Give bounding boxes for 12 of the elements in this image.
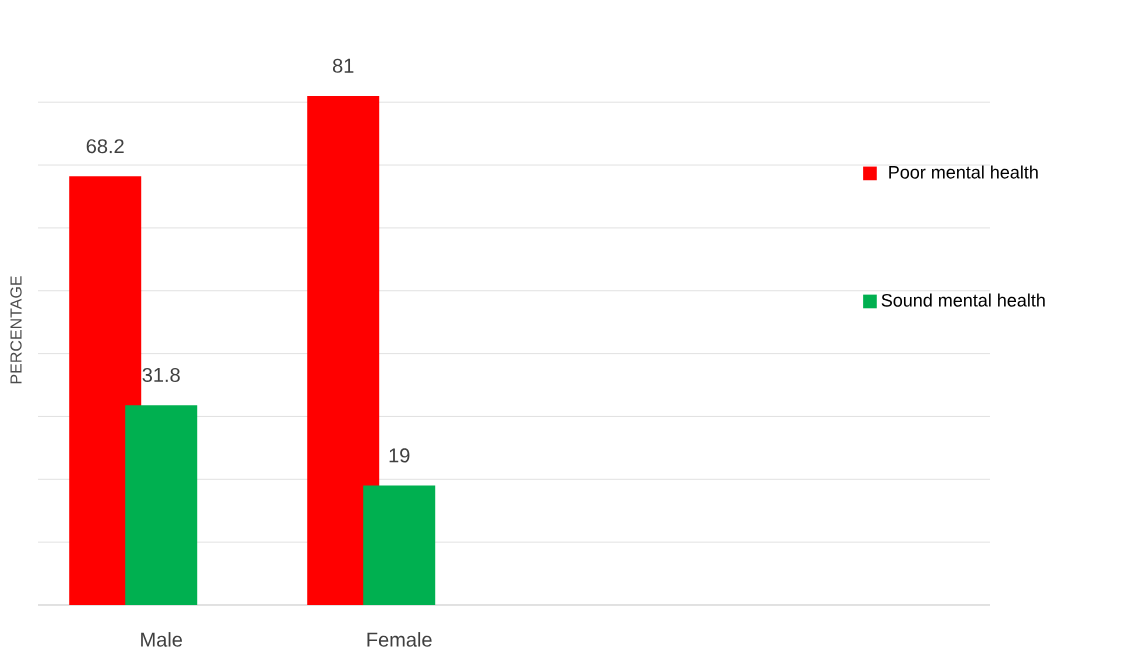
- bar: [363, 485, 436, 605]
- x-tick-label: Female: [367, 632, 432, 647]
- legend-label: Sound mental health: [881, 293, 1045, 307]
- data-label: 31.8: [142, 367, 180, 383]
- data-label: 68.2: [86, 139, 124, 154]
- y-axis-title: PERCENTAGE: [10, 276, 22, 384]
- bar: [125, 405, 198, 605]
- bar: [307, 95, 380, 605]
- data-label: 19: [389, 448, 410, 463]
- data-label: 81: [332, 58, 354, 73]
- legend-label: Poor mental health: [889, 165, 1038, 179]
- x-tick-label: Male: [141, 632, 182, 647]
